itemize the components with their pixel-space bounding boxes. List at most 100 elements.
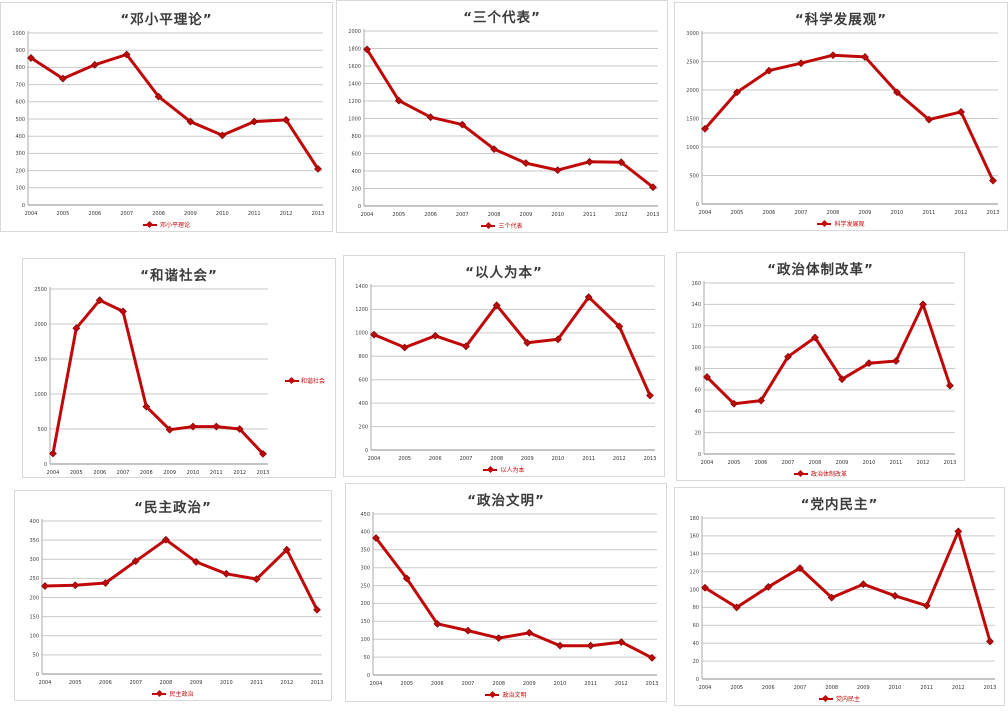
- legend-label: 以人为本: [500, 467, 525, 474]
- chart-panel-scientific-development: “科学发展观” 0 500 1000 1500 2000 2500 3000 2004 2005…: [674, 2, 1008, 231]
- legend-label: 三个代表: [498, 223, 523, 230]
- svg-text:2011: 2011: [250, 680, 263, 686]
- svg-text:2009: 2009: [859, 210, 872, 216]
- svg-text:140: 140: [689, 552, 699, 558]
- line-chart: 0 500 1000 1500 2000 2500 2004 2005 2006 2007 2008…: [23, 284, 277, 477]
- svg-text:2012: 2012: [615, 681, 628, 687]
- svg-text:2004: 2004: [370, 681, 383, 687]
- chart-legend: 三个代表: [337, 219, 667, 232]
- svg-text:100: 100: [691, 345, 701, 351]
- svg-text:250: 250: [29, 576, 39, 582]
- svg-text:2008: 2008: [809, 460, 822, 466]
- legend-label: 和谐社会: [300, 378, 325, 385]
- svg-text:0: 0: [44, 462, 47, 468]
- svg-text:2011: 2011: [583, 212, 596, 218]
- svg-text:1000: 1000: [348, 116, 361, 122]
- svg-text:2008: 2008: [490, 456, 503, 462]
- svg-text:200: 200: [358, 424, 368, 430]
- svg-text:2012: 2012: [952, 685, 965, 691]
- legend-line-marker-icon: [481, 224, 496, 227]
- svg-text:200: 200: [351, 186, 361, 192]
- chart-panel-harmonious-society: “和谐社会” 0 500 1000 1500 2000 2500 2004 2005 2006 2…: [22, 258, 336, 478]
- svg-text:0: 0: [365, 448, 368, 454]
- svg-text:2006: 2006: [755, 460, 768, 466]
- chart-legend: 党内民主: [675, 692, 1004, 705]
- line-chart: 0 20 40 60 80 100 120 140 160 180 2004 2005 2006 2007…: [675, 513, 1004, 692]
- svg-text:80: 80: [693, 605, 699, 611]
- svg-text:800: 800: [358, 354, 368, 360]
- svg-text:2009: 2009: [857, 685, 870, 691]
- svg-text:2011: 2011: [584, 681, 597, 687]
- svg-text:2008: 2008: [825, 685, 838, 691]
- svg-text:180: 180: [689, 516, 699, 522]
- svg-text:1200: 1200: [348, 99, 361, 105]
- svg-text:400: 400: [351, 169, 361, 175]
- svg-text:2008: 2008: [152, 211, 165, 217]
- svg-text:0: 0: [367, 673, 370, 679]
- svg-text:2010: 2010: [187, 470, 200, 476]
- line-chart: 0 200 400 600 800 1000 1200 1400 2004 2005 2006 200…: [344, 281, 664, 463]
- svg-text:1000: 1000: [686, 145, 699, 151]
- svg-text:2004: 2004: [361, 212, 374, 218]
- legend-label: 政治文明: [502, 692, 527, 699]
- svg-text:2008: 2008: [160, 680, 173, 686]
- svg-text:20: 20: [693, 659, 699, 665]
- svg-text:1000: 1000: [34, 392, 47, 398]
- svg-text:2013: 2013: [987, 210, 1000, 216]
- svg-text:1400: 1400: [355, 284, 368, 290]
- svg-text:2000: 2000: [348, 29, 361, 35]
- svg-text:2500: 2500: [34, 287, 47, 293]
- chart-title: “三个代表”: [463, 10, 541, 26]
- svg-text:500: 500: [15, 117, 25, 123]
- svg-text:2007: 2007: [120, 211, 133, 217]
- svg-text:2006: 2006: [88, 211, 101, 217]
- svg-text:2006: 2006: [93, 470, 106, 476]
- svg-text:250: 250: [360, 583, 370, 589]
- svg-text:2007: 2007: [460, 456, 473, 462]
- line-chart: 0 500 1000 1500 2000 2500 3000 2004 2005 2006 2007…: [675, 28, 1007, 217]
- svg-text:350: 350: [29, 538, 39, 544]
- chart-legend: 和谐社会: [277, 376, 335, 385]
- svg-text:2004: 2004: [39, 680, 52, 686]
- svg-text:2008: 2008: [488, 212, 501, 218]
- svg-text:2007: 2007: [794, 685, 807, 691]
- svg-text:2007: 2007: [782, 460, 795, 466]
- chart-title: “党内民主”: [800, 497, 879, 513]
- svg-text:2011: 2011: [248, 211, 261, 217]
- chart-title: “政治体制改革”: [767, 262, 874, 278]
- svg-text:400: 400: [15, 134, 25, 140]
- chart-panel-people-oriented: “以人为本” 0 200 400 600 800 1000 1200 1400 2004 2005…: [343, 255, 665, 477]
- svg-text:2005: 2005: [400, 681, 413, 687]
- svg-text:2009: 2009: [184, 211, 197, 217]
- svg-text:1000: 1000: [355, 331, 368, 337]
- legend-line-marker-icon: [483, 468, 498, 471]
- svg-text:2005: 2005: [730, 685, 743, 691]
- svg-text:1200: 1200: [355, 307, 368, 313]
- svg-text:1800: 1800: [348, 46, 361, 52]
- chart-legend: 邓小平理论: [1, 218, 332, 231]
- svg-text:600: 600: [358, 378, 368, 384]
- svg-text:1500: 1500: [686, 116, 699, 122]
- svg-text:150: 150: [360, 619, 370, 625]
- svg-text:160: 160: [689, 534, 699, 540]
- svg-text:2005: 2005: [728, 460, 741, 466]
- svg-text:2011: 2011: [920, 685, 933, 691]
- chart-panel-intraparty-democracy: “党内民主” 0 20 40 60 80 100 120 140 160 180 2004 2005 2…: [674, 487, 1005, 706]
- svg-text:2000: 2000: [34, 322, 47, 328]
- chart-title: “政治文明”: [467, 493, 545, 509]
- svg-text:2011: 2011: [210, 470, 223, 476]
- svg-text:2500: 2500: [686, 59, 699, 65]
- svg-text:100: 100: [15, 186, 25, 192]
- chart-legend: 以人为本: [344, 463, 664, 476]
- legend-line-marker-icon: [142, 223, 157, 226]
- svg-text:2006: 2006: [429, 456, 442, 462]
- svg-text:2013: 2013: [984, 685, 997, 691]
- svg-text:40: 40: [695, 409, 701, 415]
- svg-text:450: 450: [360, 512, 370, 518]
- svg-text:80: 80: [695, 366, 701, 372]
- chart-title: “以人为本”: [465, 265, 543, 281]
- svg-text:2004: 2004: [699, 685, 712, 691]
- chart-legend: 政治体制改革: [677, 467, 964, 480]
- svg-text:2010: 2010: [889, 685, 902, 691]
